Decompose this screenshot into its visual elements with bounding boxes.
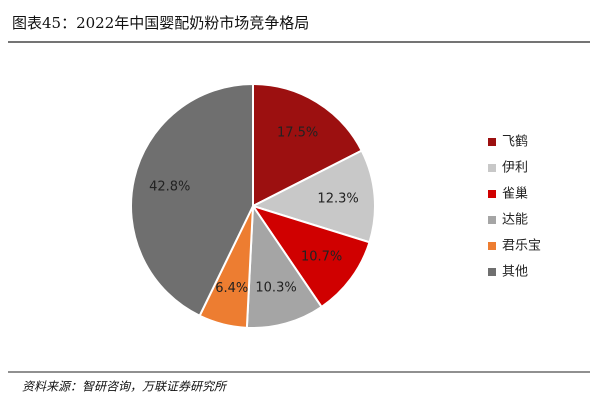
legend-swatch <box>488 164 496 172</box>
pie-slice <box>245 202 323 329</box>
data-label: 42.8% <box>149 179 190 194</box>
legend-label: 其他 <box>502 265 528 280</box>
legend-label: 雀巢 <box>502 187 528 202</box>
data-label: 6.4% <box>215 281 248 296</box>
legend-swatch <box>488 216 496 224</box>
pie-slice <box>252 82 364 208</box>
legend-label: 伊利 <box>502 161 528 176</box>
legend-label: 达能 <box>502 213 528 228</box>
data-label: 10.3% <box>255 281 296 296</box>
pie-slice <box>250 149 376 244</box>
legend-label: 君乐宝 <box>502 239 541 254</box>
legend-label: 飞鹤 <box>502 134 528 150</box>
data-label: 17.5% <box>277 126 318 141</box>
legend-swatch <box>488 138 496 146</box>
legend-swatch <box>488 268 496 276</box>
chart-title: 图表45：2022年中国婴配奶粉市场竞争格局 <box>12 14 309 32</box>
source-note: 资料来源：智研咨询，万联证券研究所 <box>22 380 228 394</box>
data-label: 12.3% <box>317 191 358 206</box>
pie-slice <box>130 82 254 318</box>
pie-slice <box>250 204 371 309</box>
legend-swatch <box>488 242 496 250</box>
data-label: 10.7% <box>301 249 342 264</box>
legend-swatch <box>488 190 496 198</box>
